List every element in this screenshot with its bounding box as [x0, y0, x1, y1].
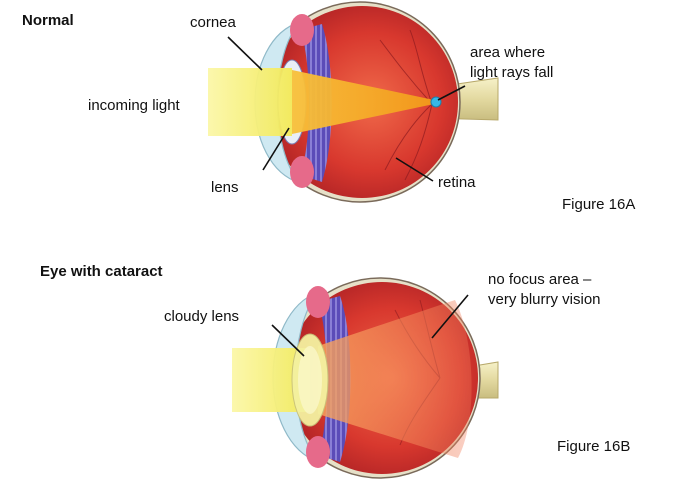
cornea-label: cornea [190, 14, 236, 31]
lens-label: lens [211, 179, 239, 196]
normal-eye [208, 1, 499, 203]
normal-pointers [227, 36, 466, 182]
area-label-line2: light rays fall [470, 64, 554, 81]
cataract-pointers [271, 294, 469, 357]
incoming-light-label: incoming light [88, 97, 180, 114]
nofocus-label-line2: very blurry vision [488, 291, 601, 308]
cataract-title: Eye with cataract [40, 263, 163, 280]
nofocus-label-line1: no focus area – [488, 271, 592, 288]
figure-16b-label: Figure 16B [557, 438, 631, 455]
figure-16a-label: Figure 16A [562, 196, 636, 213]
cloudy-lens-label: cloudy lens [164, 308, 240, 325]
cataract-eye [232, 277, 499, 479]
normal-title: Normal [22, 12, 74, 29]
retina-label: retina [438, 174, 476, 191]
area-label-line1: area where [470, 44, 546, 61]
